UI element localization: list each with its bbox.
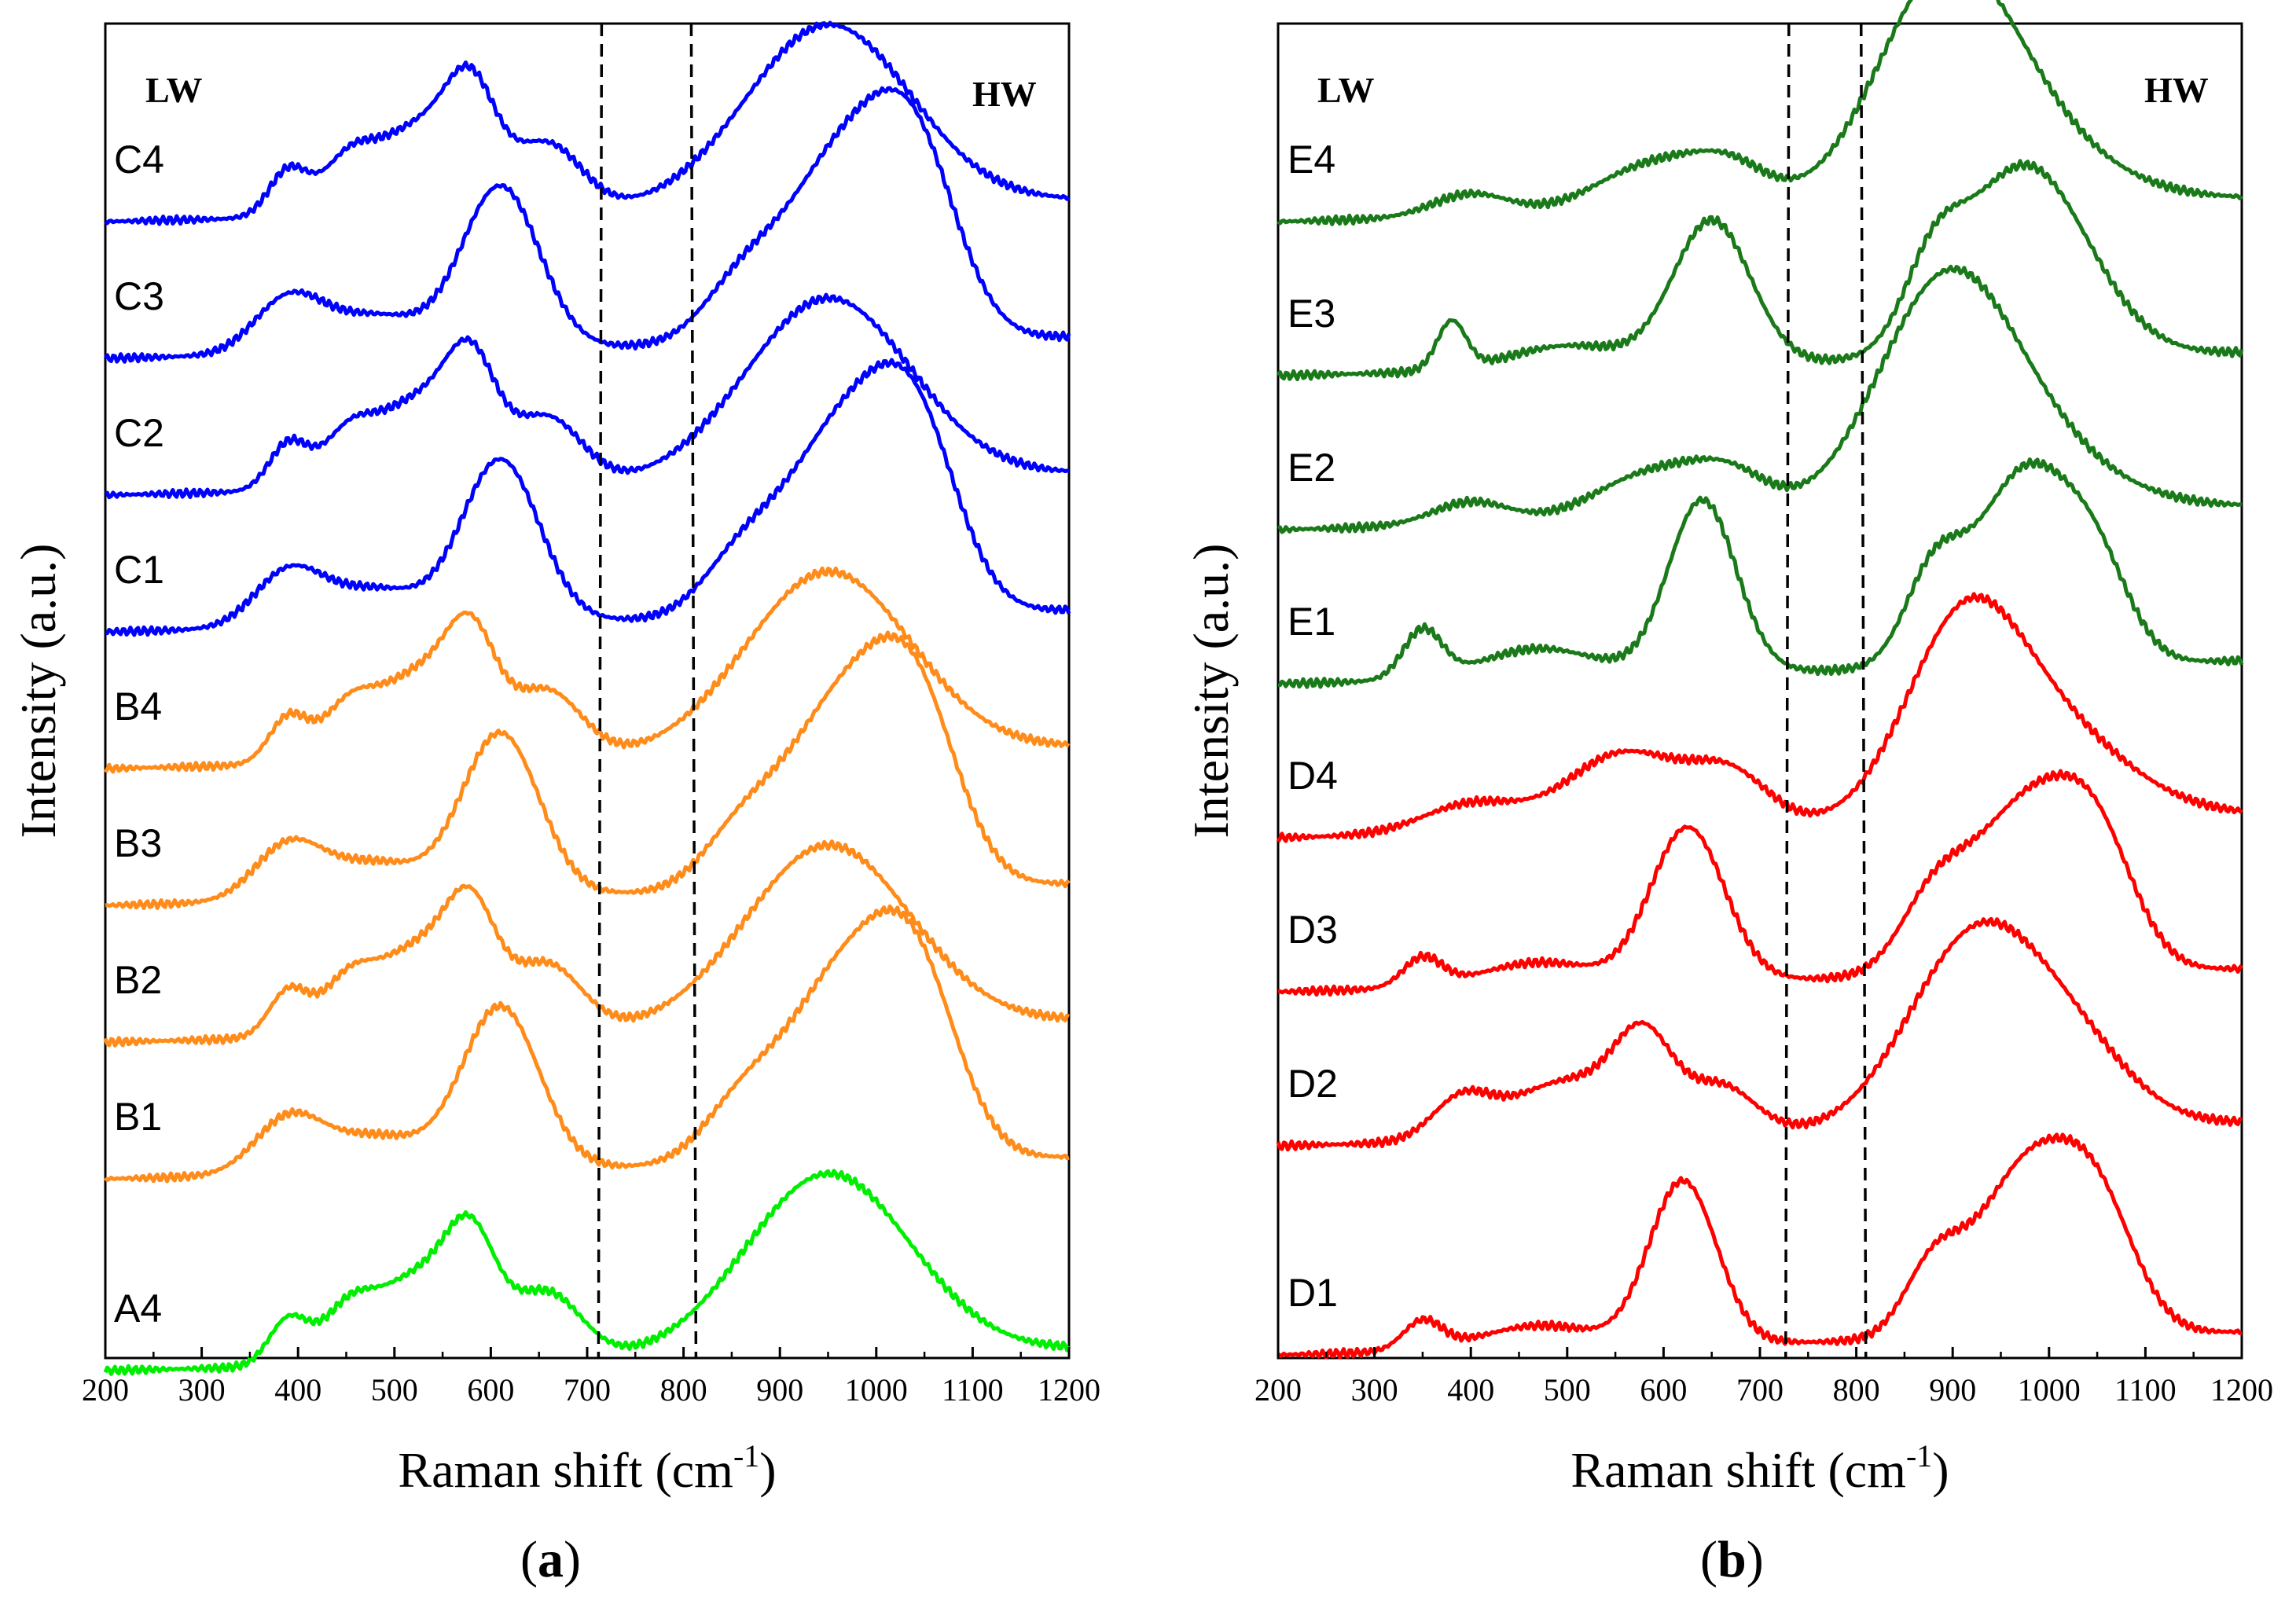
x-axis-label-main-b: Raman shift (cm [1570, 1442, 1906, 1498]
spectrum-C1 [105, 358, 1071, 637]
y-axis-label-b: Intensity (a.u.) [1183, 544, 1239, 839]
spectrum-E2 [1277, 264, 2243, 534]
series-label-C4: C4 [114, 138, 164, 182]
series-label-D1: D1 [1288, 1271, 1338, 1315]
plot-frame-a [104, 22, 1071, 1360]
spectrum-C3 [103, 86, 1071, 364]
x-tick-label: 1200 [1038, 1372, 1100, 1408]
x-axis-label-b: Raman shift (cm-1) [1570, 1438, 1949, 1498]
region-label-low-b: LW [1317, 70, 1374, 110]
x-axis-label-close-a: ) [759, 1442, 776, 1498]
spectrum-B3 [105, 630, 1071, 910]
series-label-B1: B1 [114, 1095, 162, 1139]
panel-letter-a: a [538, 1531, 564, 1588]
x-tick-label: 400 [1447, 1372, 1494, 1408]
series-label-C3: C3 [114, 274, 164, 318]
region-label-high-a: HW [972, 74, 1037, 114]
x-axis-label-close-b: ) [1932, 1442, 1949, 1498]
series-label-C1: C1 [114, 548, 164, 592]
y-axis-label-a: Intensity (a.u.) [10, 544, 66, 839]
x-tick-label: 1200 [2210, 1372, 2273, 1408]
x-tick-label: 500 [1544, 1372, 1591, 1408]
x-axis-label-a: Raman shift (cm-1) [398, 1438, 776, 1498]
series-group-a [103, 20, 1071, 1376]
x-tick-label: 200 [82, 1372, 129, 1408]
spectrum-E4 [1277, 0, 2243, 226]
panel-b: 200 300 400 500 600 700 800 900 1000 1100 1200 E4E… [1183, 0, 2273, 1588]
series-label-E4: E4 [1288, 138, 1335, 182]
x-tick-label: 400 [274, 1372, 321, 1408]
x-tick-label: 800 [1833, 1372, 1880, 1408]
series-label-B4: B4 [114, 685, 162, 729]
region-label-low-a: LW [145, 70, 202, 110]
dashed-line-1 [1784, 23, 1791, 1359]
x-tick-label: 200 [1255, 1372, 1302, 1408]
x-tick-label: 700 [1736, 1372, 1784, 1408]
panel-letter-b: b [1717, 1531, 1747, 1588]
spectrum-D4 [1276, 592, 2243, 843]
panel-label-a: (a) [520, 1531, 581, 1588]
series-label-B2: B2 [114, 958, 162, 1002]
series-label-D4: D4 [1288, 754, 1338, 798]
panel-label-b: (b) [1700, 1531, 1764, 1588]
spectrum-D3 [1277, 769, 2243, 997]
x-tick-label: 800 [660, 1372, 707, 1408]
x-tick-label: 700 [564, 1372, 611, 1408]
spectrum-E1 [1277, 457, 2244, 689]
dashed-lines-b [1784, 23, 1868, 1359]
series-label-D2: D2 [1288, 1062, 1338, 1106]
x-tick-label: 1000 [2018, 1372, 2081, 1408]
series-label-E1: E1 [1288, 600, 1335, 644]
spectrum-A4 [103, 1169, 1071, 1376]
series-label-D3: D3 [1288, 908, 1338, 952]
x-tick-label: 900 [1929, 1372, 1976, 1408]
dashed-line-2 [689, 23, 698, 1359]
x-axis-label-sup-a: -1 [733, 1438, 759, 1474]
series-label-E3: E3 [1288, 292, 1335, 336]
x-tick-label: 1000 [845, 1372, 908, 1408]
spectrum-E3 [1276, 159, 2244, 382]
panel-a: 200 300 400 500 600 700 800 900 1000 1100 1200 C4C… [10, 20, 1100, 1588]
x-tick-label: 900 [756, 1372, 803, 1408]
x-tick-label: 1100 [2114, 1372, 2177, 1408]
x-tick-label: 500 [371, 1372, 418, 1408]
spectrum-D2 [1276, 916, 2243, 1152]
x-axis-label-sup-b: -1 [1906, 1438, 1932, 1474]
spectrum-C2 [105, 292, 1070, 500]
series-labels-b: E4 E3 E2 E1 D4 D3 D2 D1 [1288, 138, 1338, 1315]
series-group-b [1276, 0, 2244, 1360]
dashed-line-2 [1859, 23, 1868, 1359]
spectrum-C4 [104, 20, 1071, 226]
series-labels-a: C4 C3 C2 C1 B4 B3 B2 B1 A4 [114, 138, 164, 1331]
spectrum-D1 [1277, 1132, 2243, 1360]
series-label-B3: B3 [114, 821, 162, 865]
spectrum-B1 [104, 904, 1070, 1184]
x-tick-label: 300 [1351, 1372, 1398, 1408]
region-label-high-b: HW [2144, 70, 2209, 110]
x-tick-label: 300 [178, 1372, 226, 1408]
spectrum-B2 [103, 839, 1070, 1048]
series-label-C2: C2 [114, 411, 164, 455]
plot-frame-b [1277, 22, 2243, 1360]
x-tick-label: 600 [1640, 1372, 1687, 1408]
series-label-A4: A4 [114, 1287, 162, 1331]
dashed-line-1 [597, 23, 604, 1359]
x-tick-label: 600 [467, 1372, 514, 1408]
spectrum-B4 [103, 566, 1071, 774]
series-label-E2: E2 [1288, 446, 1335, 490]
dashed-lines-a [597, 23, 698, 1359]
x-ticks-a: 200 300 400 500 600 700 800 900 1000 1100 1200 [82, 1347, 1100, 1408]
x-axis-label-main-a: Raman shift (cm [398, 1442, 733, 1498]
x-ticks-b: 200 300 400 500 600 700 800 900 1000 1100 1200 [1255, 1347, 2273, 1408]
x-tick-label: 1100 [942, 1372, 1004, 1408]
